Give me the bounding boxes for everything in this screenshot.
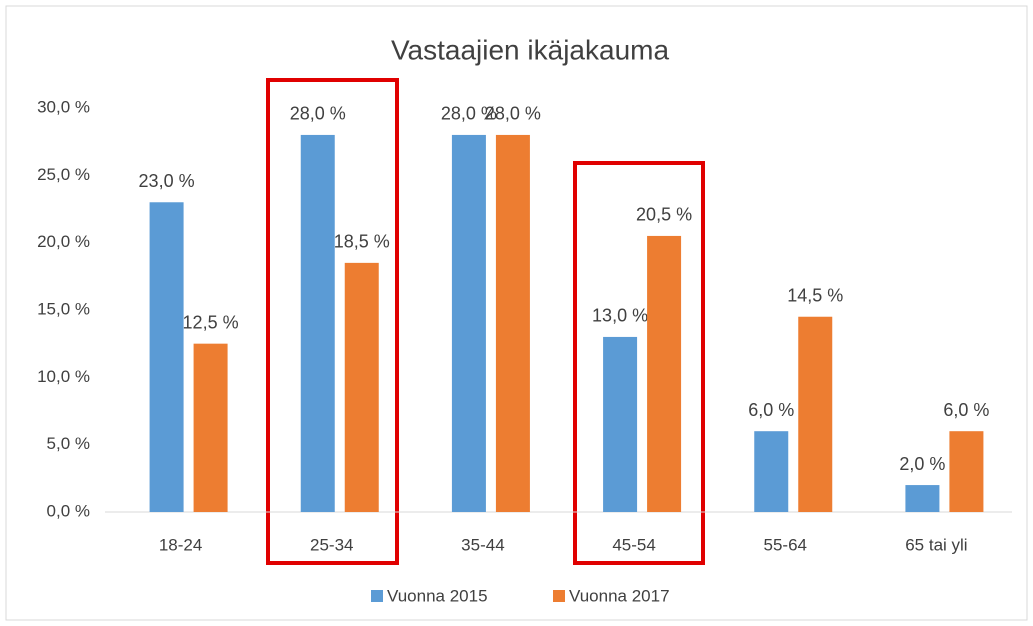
legend-swatch (553, 590, 565, 602)
x-tick-label: 45-54 (612, 535, 655, 554)
data-label: 28,0 % (290, 104, 346, 124)
bar (451, 134, 486, 512)
bar (344, 262, 379, 512)
data-label: 12,5 % (183, 312, 239, 332)
y-tick-label: 25,0 % (37, 165, 90, 184)
bar (603, 336, 638, 512)
y-tick-label: 10,0 % (37, 367, 90, 386)
bar (905, 485, 940, 512)
data-label: 18,5 % (334, 232, 390, 252)
y-tick-label: 20,0 % (37, 232, 90, 251)
bar (647, 235, 682, 512)
highlight-box (573, 161, 705, 565)
data-label: 6,0 % (748, 400, 794, 420)
legend-label: Vuonna 2017 (569, 586, 670, 605)
bar (193, 343, 228, 512)
data-label: 28,0 % (485, 104, 541, 124)
x-tick-label: 25-34 (310, 535, 353, 554)
data-label: 2,0 % (899, 454, 945, 474)
legend-swatch (371, 590, 383, 602)
bar (300, 134, 335, 512)
x-tick-label: 65 tai yli (905, 535, 967, 554)
y-tick-label: 30,0 % (37, 97, 90, 116)
chart-title: Vastaajien ikäjakauma (391, 34, 670, 65)
bar (798, 316, 833, 512)
x-tick-label: 55-64 (764, 535, 807, 554)
bar (949, 431, 984, 512)
y-tick-label: 15,0 % (37, 299, 90, 318)
data-label: 23,0 % (139, 171, 195, 191)
data-label: 28,0 % (441, 104, 497, 124)
y-tick-label: 0,0 % (47, 501, 90, 520)
legend-label: Vuonna 2015 (387, 586, 488, 605)
bar (495, 134, 530, 512)
data-label: 13,0 % (592, 306, 648, 326)
data-label: 14,5 % (787, 285, 843, 305)
bar (149, 202, 184, 512)
highlight-box (266, 78, 399, 565)
x-tick-label: 18-24 (159, 535, 202, 554)
data-label: 6,0 % (943, 400, 989, 420)
x-tick-label: 35-44 (461, 535, 504, 554)
y-tick-label: 5,0 % (47, 434, 90, 453)
data-label: 20,5 % (636, 205, 692, 225)
bar (754, 431, 789, 512)
